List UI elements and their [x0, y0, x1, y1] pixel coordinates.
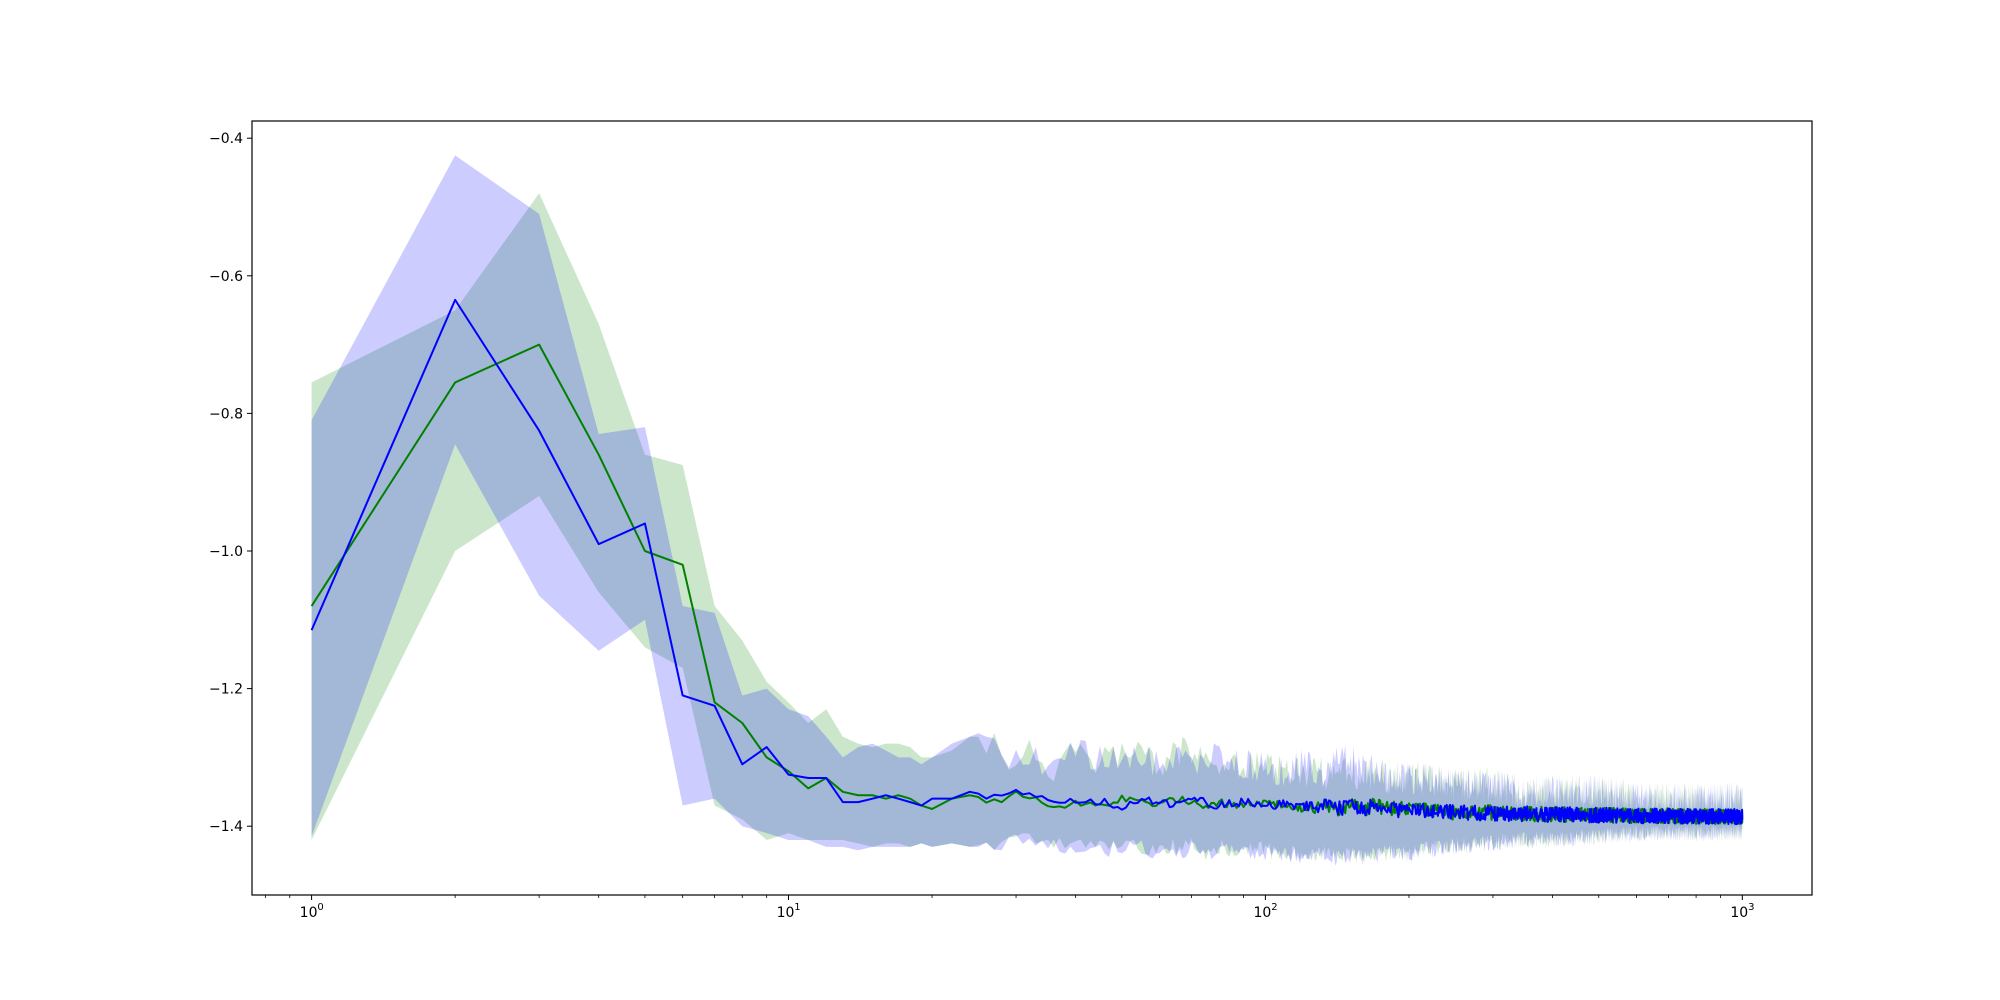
x-tick-base: 10	[300, 905, 318, 921]
plot-area	[310, 155, 1744, 866]
y-tick-label: −0.4	[209, 131, 243, 147]
x-tick-exponent: 0	[317, 902, 323, 913]
y-tick-label: −1.4	[209, 819, 243, 835]
y-tick-label: −1.0	[209, 544, 243, 560]
y-tick-label: −0.8	[209, 406, 243, 422]
series-1-band	[311, 193, 1743, 863]
x-tick-exponent: 3	[1748, 902, 1754, 913]
y-tick-label: −1.2	[209, 682, 243, 698]
axes: −1.4−1.2−1.0−0.8−0.6−0.410 0 10 1 10 2 10 3	[209, 131, 1754, 921]
axes-frame	[251, 120, 1813, 896]
x-tick-exponent: 1	[794, 902, 800, 913]
series-2-band	[311, 155, 1743, 866]
x-tick-base: 10	[1253, 905, 1271, 921]
x-tick-label: 10 1	[777, 902, 801, 921]
x-tick-label: 10 2	[1253, 902, 1277, 921]
x-tick-base: 10	[1730, 905, 1748, 921]
x-tick-exponent: 2	[1271, 902, 1277, 913]
x-tick-base: 10	[777, 905, 795, 921]
series-2-line	[310, 298, 1744, 826]
y-tick-label: −0.6	[209, 269, 243, 285]
x-tick-label: 10 3	[1730, 902, 1754, 921]
x-tick-label: 10 0	[300, 902, 324, 921]
